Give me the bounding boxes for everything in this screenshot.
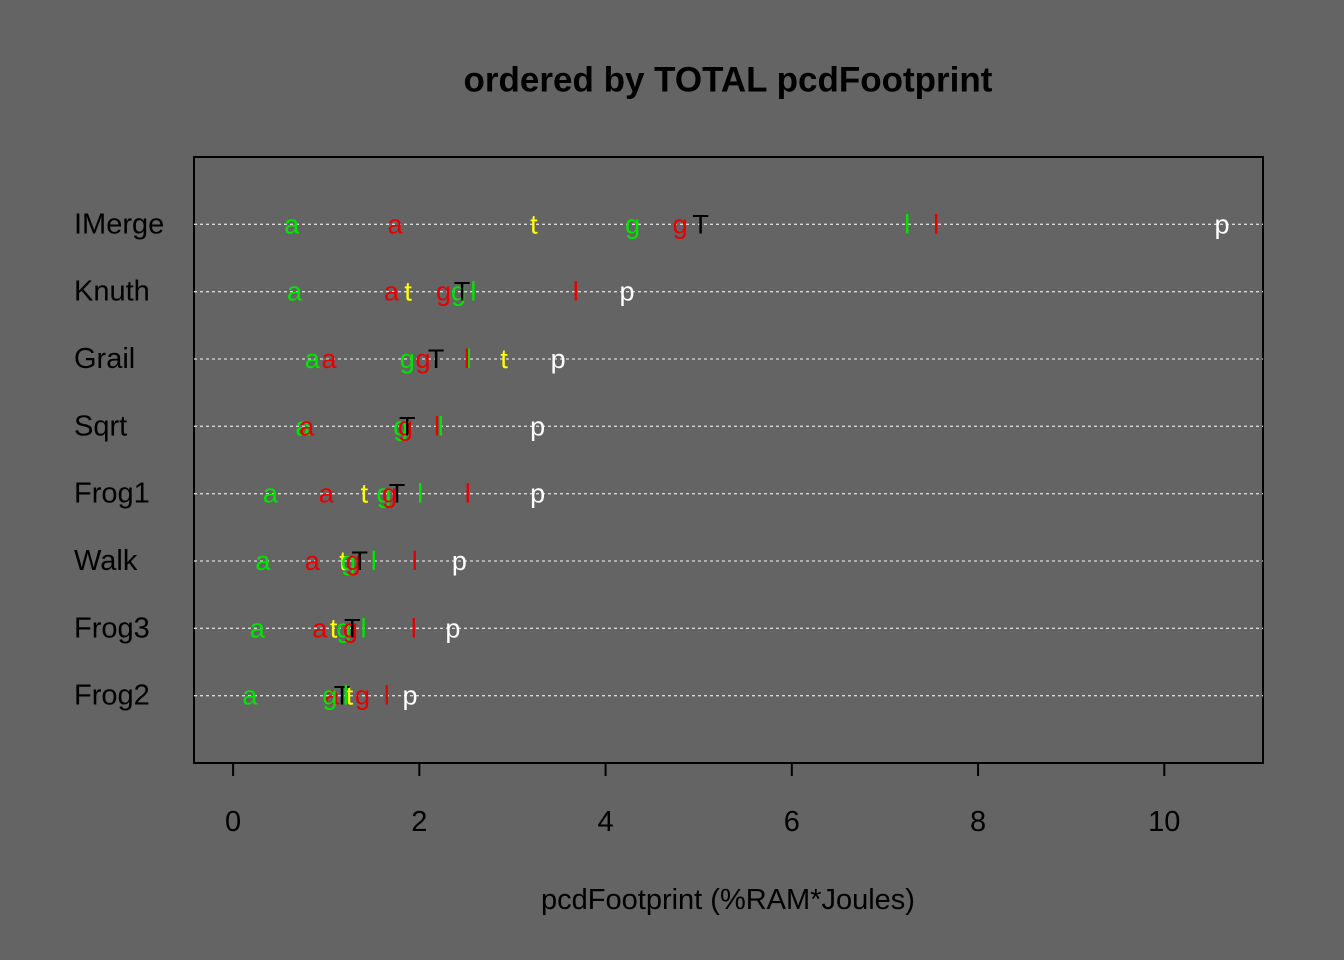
dot-marker: l (343, 681, 349, 711)
dot-marker: l (470, 277, 476, 307)
dot-marker: p (1215, 209, 1230, 239)
x-tick-label: 2 (411, 806, 427, 838)
dot-marker: t (330, 613, 338, 643)
x-tick-label: 0 (225, 806, 241, 838)
dot-marker: a (263, 479, 279, 509)
dot-marker: g (436, 277, 451, 307)
dot-marker: l (464, 344, 470, 374)
dot-marker: a (305, 344, 321, 374)
dot-marker: T (399, 411, 416, 441)
dot-marker: g (393, 411, 408, 441)
x-tick-label: 6 (784, 806, 800, 838)
dot-marker: p (530, 411, 545, 441)
dot-marker: p (445, 613, 460, 643)
dot-marker: a (312, 613, 328, 643)
dot-marker: g (451, 277, 466, 307)
y-tick-label: Frog2 (74, 680, 150, 712)
dot-marker: a (305, 546, 321, 576)
dot-marker: a (242, 681, 258, 711)
y-tick-label: Sqrt (74, 410, 127, 442)
dot-marker: g (346, 546, 361, 576)
dot-marker: t (403, 411, 411, 441)
dot-marker: a (324, 681, 340, 711)
y-tick-label: Walk (74, 545, 138, 577)
dot-marker: t (500, 344, 508, 374)
dot-marker: l (933, 209, 939, 239)
dot-marker: a (287, 277, 303, 307)
dot-marker: g (625, 209, 640, 239)
dot-marker: l (904, 209, 910, 239)
dot-marker: g (343, 613, 358, 643)
dot-marker: l (417, 479, 423, 509)
dot-marker: a (284, 209, 300, 239)
y-tick-label: IMerge (74, 208, 164, 240)
plot-box (193, 156, 1264, 764)
dot-marker: T (344, 613, 361, 643)
dot-marker: l (466, 344, 472, 374)
dot-marker: g (376, 479, 391, 509)
dot-marker: l (434, 411, 440, 441)
dot-marker: g (355, 681, 370, 711)
dot-marker: a (388, 209, 404, 239)
dot-marker: a (319, 479, 335, 509)
dot-marker: g (341, 546, 356, 576)
y-tick-label: Frog3 (74, 612, 150, 644)
dot-marker: T (692, 209, 709, 239)
dot-marker: g (416, 344, 431, 374)
dot-marker: t (404, 277, 412, 307)
dot-marker: T (428, 344, 445, 374)
dot-marker: T (334, 681, 351, 711)
dot-marker: a (250, 613, 266, 643)
y-tick-label: Knuth (74, 276, 150, 308)
dot-marker: T (389, 479, 406, 509)
dot-marker: t (361, 479, 369, 509)
dot-marker: p (452, 546, 467, 576)
dot-marker: p (619, 277, 634, 307)
dot-marker: l (573, 277, 579, 307)
dot-marker: l (384, 681, 390, 711)
dot-marker: l (465, 479, 471, 509)
dot-marker: g (400, 344, 415, 374)
dot-marker: l (438, 411, 444, 441)
dot-marker: g (322, 681, 337, 711)
dot-marker: t (346, 681, 354, 711)
dot-marker: a (384, 277, 400, 307)
y-tick-label: Frog1 (74, 478, 150, 510)
dot-marker: l (411, 613, 417, 643)
dot-marker: a (255, 546, 271, 576)
dot-marker: l (360, 613, 366, 643)
dot-marker: l (412, 546, 418, 576)
dot-marker: a (322, 344, 338, 374)
dot-marker: p (403, 681, 418, 711)
dot-marker: p (530, 479, 545, 509)
dot-marker: T (352, 546, 369, 576)
x-tick-label: 10 (1148, 806, 1180, 838)
dot-marker: g (398, 411, 413, 441)
x-tick-label: 4 (598, 806, 614, 838)
dot-marker: a (295, 411, 311, 441)
x-axis-label: pcdFootprint (%RAM*Joules) (541, 884, 915, 916)
x-tick-label: 8 (970, 806, 986, 838)
dot-marker: l (371, 546, 377, 576)
dot-marker: a (299, 411, 315, 441)
dot-marker: g (382, 479, 397, 509)
dot-marker: t (339, 546, 347, 576)
y-tick-label: Grail (74, 343, 135, 375)
chart-title: ordered by TOTAL pcdFootprint (464, 61, 993, 100)
dot-marker: t (530, 209, 538, 239)
dot-marker: T (454, 277, 471, 307)
dot-marker: g (673, 209, 688, 239)
dot-marker: g (336, 613, 351, 643)
dot-marker: p (551, 344, 566, 374)
